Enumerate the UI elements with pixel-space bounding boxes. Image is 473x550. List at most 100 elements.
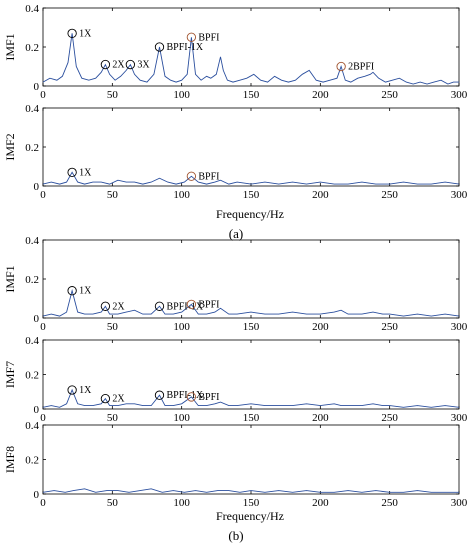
x-tick-label: 300: [451, 497, 468, 509]
y-tick-label: 0: [34, 181, 40, 193]
x-tick-label: 100: [173, 189, 190, 201]
series-line: [42, 488, 459, 493]
peak-annotation: BPFI: [198, 299, 219, 310]
peak-marker: [100, 393, 111, 404]
x-tick-label: 300: [451, 321, 468, 333]
peak-marker: [67, 28, 77, 38]
x-tick-label: 200: [312, 89, 329, 101]
y-tick-label: 0.4: [25, 235, 39, 247]
peak-annotation: 1X: [79, 286, 92, 297]
peak-annotation: 1X: [79, 167, 92, 178]
x-tick-label: 100: [173, 321, 190, 333]
x-tick-label: 250: [381, 89, 398, 101]
x-tick-label: 250: [381, 412, 398, 424]
axes-frame: [42, 7, 460, 87]
series-line: [42, 288, 460, 317]
panel-1: 0 50 100 150 200 250 300 0 0.2 0.4 IMF1 1X 2X 3X BPFI-…: [3, 3, 468, 101]
x-tick-label: 200: [312, 321, 329, 333]
y-axis-label: IMF8: [3, 446, 17, 473]
peak-annotation: 1X: [79, 28, 92, 39]
x-tick-label: 50: [107, 89, 119, 101]
axes-frame: [42, 424, 460, 495]
y-tick-label: 0.2: [25, 42, 39, 54]
peak-annotation: 2X: [112, 301, 125, 312]
y-tick-label: 0.4: [25, 420, 39, 432]
x-axis-label-b: Frequency/Hz: [216, 509, 284, 523]
peak-annotation: BPFI: [198, 171, 219, 182]
series-line: [42, 388, 460, 408]
y-tick-label: 0.4: [25, 335, 39, 347]
x-tick-label: 250: [381, 189, 398, 201]
panel-2: 0 50 100 150 200 250 300 0 0.2 0.4 IMF2 1X BPFI: [3, 103, 468, 201]
peak-marker: [100, 301, 111, 311]
y-tick-label: 0: [34, 81, 40, 93]
x-tick-label: 100: [173, 412, 190, 424]
x-tick-label: 0: [40, 89, 46, 101]
x-tick-label: 0: [40, 189, 46, 201]
x-tick-label: 250: [381, 497, 398, 509]
peak-annotation: BPFI: [198, 32, 219, 43]
x-axis-label-a: Frequency/Hz: [216, 207, 284, 221]
peak-annotation: BPFI-1X: [166, 42, 203, 53]
peak-annotation: 2BPFI: [348, 62, 374, 73]
y-axis-label: IMF1: [3, 33, 17, 60]
panel-4: 0 50 100 150 200 250 300 0 0.2 0.4 IMF7 1X 2X BPFI-1X…: [3, 335, 468, 424]
peak-marker: [154, 42, 165, 52]
y-tick-label: 0: [34, 313, 40, 325]
x-tick-label: 150: [243, 321, 260, 333]
x-tick-label: 300: [451, 89, 468, 101]
peak-marker: [154, 390, 165, 400]
y-axis-label: IMF1: [3, 265, 17, 292]
peak-marker: [186, 299, 197, 309]
x-tick-label: 200: [312, 412, 329, 424]
x-tick-label: 150: [243, 497, 260, 509]
x-tick-label: 50: [107, 412, 119, 424]
peak-marker: [186, 392, 197, 402]
x-tick-label: 200: [312, 497, 329, 509]
peak-marker: [100, 59, 111, 70]
x-tick-label: 200: [312, 189, 329, 201]
peak-annotation: BPFI-1X: [166, 390, 203, 401]
panel-3: 0 50 100 150 200 250 300 0 0.2 0.4 IMF1 1X 2X BPFI-1X…: [3, 235, 468, 333]
x-tick-label: 0: [40, 412, 46, 424]
peak-annotation: 2X: [112, 60, 125, 71]
x-tick-label: 150: [243, 89, 260, 101]
panel-5: 0 50 100 150 200 250 300 0 0.2 0.4 IMF8: [3, 420, 468, 509]
x-tick-label: 300: [451, 189, 468, 201]
y-tick-label: 0.2: [25, 370, 39, 382]
caption-a: (a): [229, 226, 243, 241]
x-tick-label: 50: [107, 497, 119, 509]
peak-marker: [186, 32, 197, 42]
y-tick-label: 0.4: [25, 103, 39, 115]
series-line: [42, 171, 460, 185]
x-tick-label: 100: [173, 497, 190, 509]
y-tick-label: 0.2: [25, 455, 39, 467]
y-tick-label: 0.4: [25, 3, 39, 15]
caption-b: (b): [228, 528, 243, 543]
peak-annotation: 3X: [137, 60, 150, 71]
peak-annotation: BPFI-1X: [166, 301, 203, 312]
peak-annotation: 2X: [112, 394, 125, 405]
peak-marker: [186, 171, 197, 181]
peak-marker: [67, 167, 77, 178]
peak-marker: [154, 301, 165, 311]
peak-marker: [336, 61, 346, 72]
peak-marker: [125, 59, 136, 70]
peak-marker: [67, 286, 77, 296]
y-tick-label: 0.2: [25, 274, 39, 286]
peak-annotation: 1X: [79, 385, 92, 396]
x-tick-label: 50: [107, 189, 119, 201]
y-tick-label: 0: [34, 404, 40, 416]
y-axis-label: IMF2: [3, 133, 17, 160]
x-tick-label: 150: [243, 189, 260, 201]
x-tick-label: 150: [243, 412, 260, 424]
x-tick-label: 50: [107, 321, 119, 333]
x-tick-label: 0: [40, 497, 46, 509]
peak-annotation: BPFI: [198, 392, 219, 403]
x-tick-label: 300: [451, 412, 468, 424]
y-axis-label: IMF7: [3, 361, 17, 388]
x-tick-label: 0: [40, 321, 46, 333]
axes-frame: [42, 107, 460, 187]
series-line: [42, 33, 459, 85]
